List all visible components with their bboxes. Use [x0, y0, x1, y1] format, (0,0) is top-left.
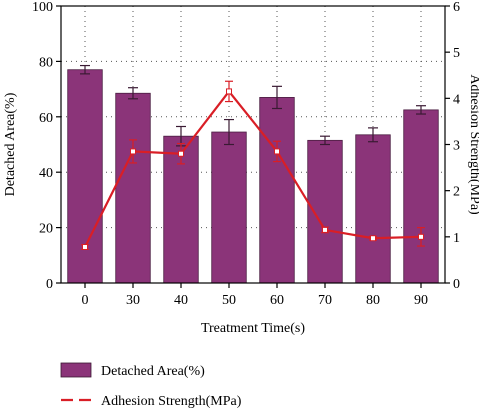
x-tick-label: 70 — [318, 293, 332, 308]
legend: Detached Area(%) Adhesion Strength(MPa) — [60, 362, 242, 409]
legend-bar-label: Detached Area(%) — [101, 364, 205, 379]
bar-series — [67, 64, 439, 284]
line-point — [322, 226, 328, 233]
y-tick-label: 80 — [39, 55, 53, 70]
x-tick-label: 60 — [270, 293, 284, 308]
series-line — [84, 89, 422, 248]
y2-tick-label: 4 — [453, 92, 460, 107]
x-tick-label: 90 — [414, 293, 428, 308]
y-axis-title: Detached Area(%) — [3, 92, 18, 196]
y-tick-label: 60 — [39, 111, 53, 126]
bar — [67, 69, 103, 284]
bar — [211, 131, 247, 284]
y2-tick-label: 2 — [453, 185, 460, 200]
line-point — [274, 148, 280, 155]
bar — [259, 97, 295, 284]
x-tick-label: 0 — [82, 293, 89, 308]
bar — [355, 134, 391, 284]
line-point — [130, 148, 136, 155]
x-tick-label: 30 — [126, 293, 140, 308]
x-tick-label: 50 — [222, 293, 236, 308]
y-tick-label: 40 — [39, 166, 53, 181]
x-axis-title: Treatment Time(s) — [201, 321, 305, 336]
line-series — [81, 80, 425, 250]
legend-line-label: Adhesion Strength(MPa) — [101, 394, 242, 409]
y2-axis-title: Adhesion Strength(MPa) — [467, 74, 479, 215]
y2-tick-label: 3 — [453, 139, 460, 154]
line-point — [370, 235, 376, 242]
y2-tick-label: 6 — [453, 0, 460, 15]
bar — [115, 92, 151, 284]
y-tick-label: 20 — [39, 222, 53, 237]
line-point — [226, 88, 232, 95]
legend-bar-swatch — [60, 362, 92, 378]
y-tick-label: 100 — [32, 0, 53, 15]
y-tick-label: 0 — [46, 277, 53, 292]
y2-tick-label: 5 — [453, 46, 460, 61]
line-point — [82, 243, 88, 250]
line-point — [178, 150, 184, 157]
y2-tick-label: 1 — [453, 231, 460, 246]
y2-tick-label: 0 — [453, 277, 460, 292]
x-tick-label: 80 — [366, 293, 380, 308]
bar — [403, 109, 439, 284]
x-tick-label: 40 — [174, 293, 188, 308]
line-point — [418, 233, 424, 240]
